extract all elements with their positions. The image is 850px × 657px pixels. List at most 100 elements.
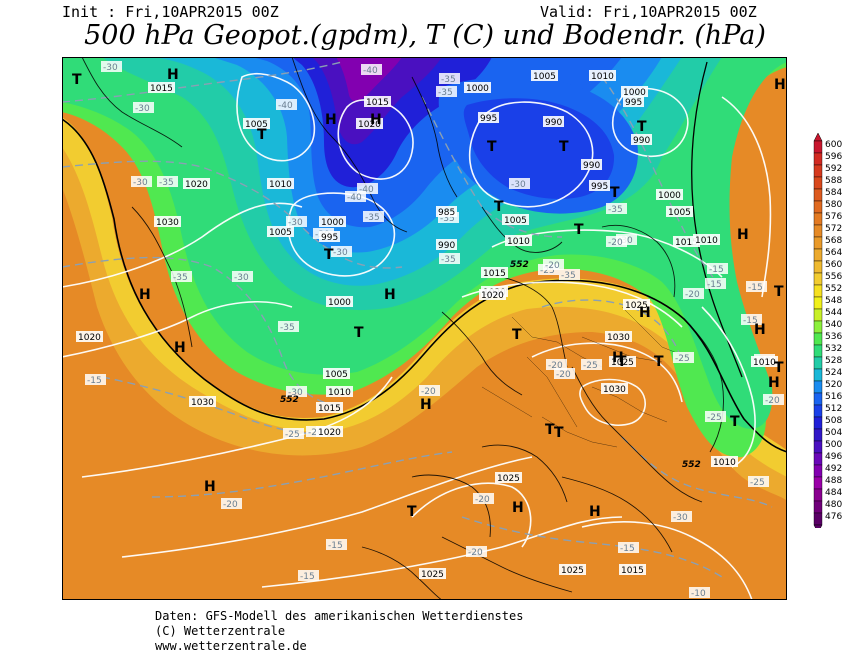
pressure-label: 1020 (318, 428, 341, 438)
pressure-label: 1000 (328, 298, 351, 308)
temperature-label: -20 (475, 495, 490, 505)
pressure-label-bg (436, 206, 457, 217)
temperature-label-bg (439, 253, 460, 264)
legend-level: 492 (825, 464, 842, 474)
legend-level: 568 (825, 236, 842, 246)
temperature-label: -20 (223, 500, 238, 510)
legend-cell (813, 164, 823, 178)
legend-cell (813, 320, 823, 334)
temperature-label: -10 (691, 589, 706, 599)
temperature-label: -35 (365, 213, 380, 223)
temperature-label-bg (439, 73, 460, 84)
pressure-label-bg (623, 96, 644, 107)
legend-level: 488 (825, 476, 842, 486)
pressure-label-bg (464, 82, 491, 93)
weather-map: -30-30-40-40-35-35-30-35-30-35-30-30-35-… (62, 57, 787, 600)
temperature-label-bg (357, 183, 378, 194)
legend-cell (813, 452, 823, 466)
pressure-label: 1015 (318, 404, 341, 414)
legend-cell (813, 272, 823, 286)
pressure-label-bg (267, 178, 294, 189)
footer-url[interactable]: www.wetterzentrale.de (155, 639, 307, 653)
footer-copyright: (C) Wetterzentrale (155, 624, 286, 638)
temperature-label: -20 (765, 396, 780, 406)
temperature-label: -30 (135, 104, 150, 114)
temperature-label-bg (554, 368, 575, 379)
low-pressure-marker: T (494, 199, 504, 215)
legend-cell (813, 416, 823, 430)
legend-cell (813, 200, 823, 214)
high-pressure-marker: H (774, 77, 786, 93)
legend-cell (813, 344, 823, 358)
low-pressure-marker: T (610, 185, 620, 201)
footer-data-source: Daten: GFS-Modell des amerikanischen Wet… (155, 609, 524, 623)
pressure-label-bg (619, 564, 646, 575)
legend-cell (813, 212, 823, 226)
high-pressure-marker: H (174, 340, 186, 356)
temperature-label: -30 (511, 180, 526, 190)
temperature-label: -35 (561, 271, 576, 281)
legend-top-cap (813, 133, 823, 142)
temperature-label: -15 (748, 283, 763, 293)
high-pressure-marker: H (420, 397, 432, 413)
temperature-label: -20 (548, 361, 563, 371)
temperature-label: -30 (288, 388, 303, 398)
low-pressure-marker: T (324, 247, 334, 263)
pressure-label-bg (711, 456, 738, 467)
legend-level: 576 (825, 212, 842, 222)
legend-level: 528 (825, 356, 842, 366)
temperature-label-bg (221, 498, 242, 509)
temperature-label-bg (689, 587, 710, 598)
pressure-label: 1010 (507, 237, 530, 247)
pressure-label-bg (267, 226, 294, 237)
pressure-label: 990 (583, 161, 600, 171)
pressure-label: 995 (591, 182, 608, 192)
high-pressure-marker: H (639, 305, 651, 321)
temperature-label: -15 (328, 541, 343, 551)
high-pressure-marker: H (384, 287, 396, 303)
map-frame (62, 57, 787, 600)
geopotential-label: 552 (280, 395, 299, 405)
temperature-label: -25 (675, 354, 690, 364)
legend-cell (813, 392, 823, 406)
pressure-label-bg (323, 368, 350, 379)
pressure-label: 1015 (150, 84, 173, 94)
pressure-label: 1020 (78, 333, 101, 343)
temperature-label: -35 (608, 205, 623, 215)
legend-level: 596 (825, 152, 842, 162)
temperature-label: -15 (87, 376, 102, 386)
pressure-label: 1030 (603, 385, 626, 395)
low-pressure-marker: T (774, 360, 784, 376)
temperature-label: -20 (556, 370, 571, 380)
temperature-label-bg (278, 321, 299, 332)
temperature-label-bg (157, 176, 178, 187)
pressure-label: 1020 (358, 120, 381, 130)
temperature-label-bg (581, 359, 602, 370)
temperature-label: -40 (278, 101, 293, 111)
pressure-label: 1010 (269, 180, 292, 190)
legend-cell (813, 356, 823, 370)
pressure-label: 990 (633, 136, 650, 146)
temperature-label-bg (473, 493, 494, 504)
pressure-label: 1015 (366, 98, 389, 108)
pressure-label: 1025 (611, 358, 634, 368)
legend-cell (813, 332, 823, 346)
temperature-label-bg (283, 428, 304, 439)
pressure-label: 990 (545, 118, 562, 128)
low-pressure-marker: T (257, 127, 267, 143)
pressure-label: 1010 (328, 388, 351, 398)
temperature-label-bg (131, 176, 152, 187)
temperature-label-bg (746, 281, 767, 292)
pressure-label-bg (623, 299, 650, 310)
pressure-label: 1025 (421, 570, 444, 580)
map-title: 500 hPa Geopot.(gpdm), T (C) und Bodendr… (84, 20, 766, 51)
pressure-label: 1020 (185, 180, 208, 190)
temperature-label-bg (331, 246, 352, 257)
low-purple (337, 57, 402, 102)
high-pressure-marker: H (139, 287, 151, 303)
legend-level: 600 (825, 140, 842, 150)
pressure-label-bg (319, 231, 340, 242)
legend-level: 592 (825, 164, 842, 174)
pressure-label: 995 (480, 114, 497, 124)
